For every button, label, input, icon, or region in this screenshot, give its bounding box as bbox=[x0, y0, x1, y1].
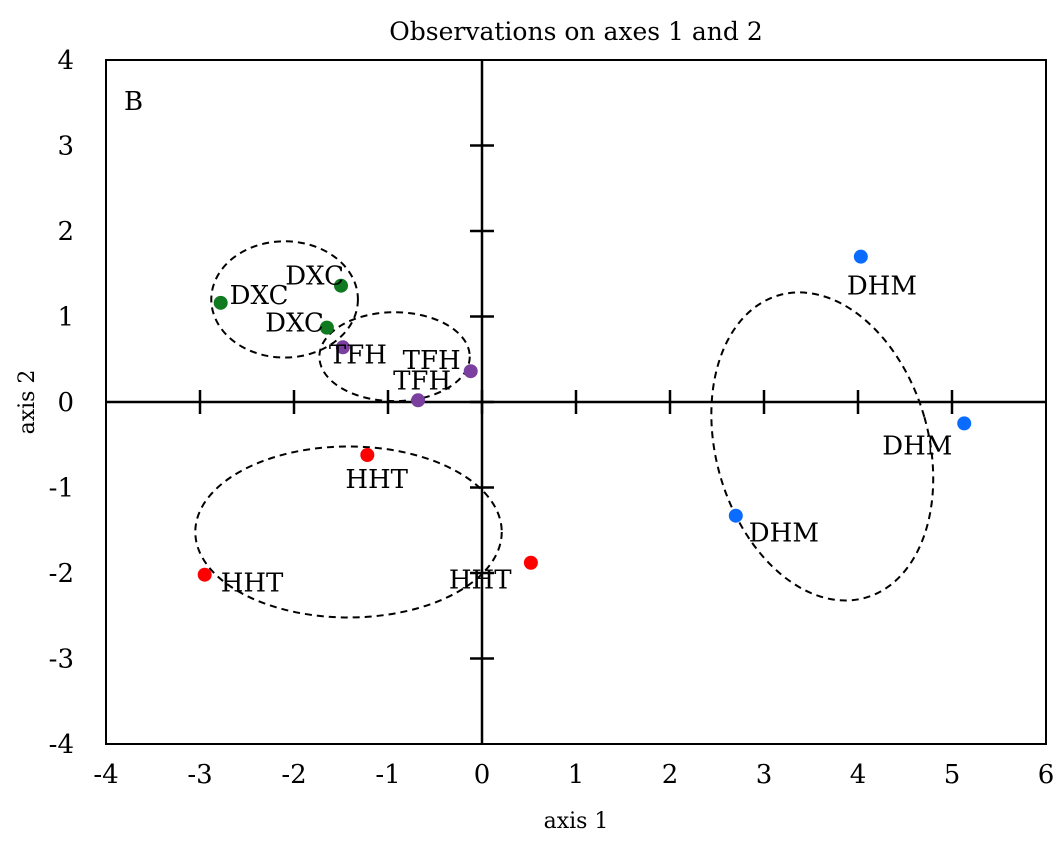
point-label: DXC bbox=[265, 309, 324, 339]
point-hht bbox=[360, 448, 375, 463]
x-tick-label: 5 bbox=[944, 760, 961, 790]
point-label: DHM bbox=[749, 519, 819, 549]
point-dhm bbox=[728, 508, 743, 523]
x-tick-label: 6 bbox=[1038, 760, 1055, 790]
point-label: TFH bbox=[403, 346, 461, 376]
point-label: HHT bbox=[345, 465, 408, 495]
x-axis-label: axis 1 bbox=[544, 809, 609, 834]
point-tfh bbox=[463, 364, 478, 379]
x-tick-label: 1 bbox=[568, 760, 585, 790]
group-ellipses bbox=[194, 240, 935, 619]
point-label: DHM bbox=[882, 431, 952, 461]
point-hht bbox=[523, 555, 538, 570]
y-tick-label: 4 bbox=[57, 46, 74, 76]
point-label: HHT bbox=[221, 569, 284, 599]
y-tick-label: 2 bbox=[57, 217, 74, 247]
group-ellipse-tfh bbox=[318, 311, 471, 403]
group-ellipse-dxc bbox=[210, 240, 359, 359]
panel-label: B bbox=[124, 87, 143, 117]
y-tick-label: -3 bbox=[49, 645, 74, 675]
point-dxc bbox=[334, 278, 348, 293]
point-dxc bbox=[319, 320, 334, 335]
x-tick-label: 4 bbox=[850, 760, 867, 790]
point-dhm bbox=[957, 416, 972, 431]
y-tick-label: 3 bbox=[57, 132, 74, 162]
point-label: TFH bbox=[329, 340, 387, 370]
point-dhm bbox=[853, 249, 868, 264]
point-hht bbox=[197, 567, 212, 582]
group-ellipse-dhm bbox=[710, 291, 935, 602]
y-tick-label: -1 bbox=[49, 474, 74, 504]
x-tick-label: 3 bbox=[756, 760, 773, 790]
y-axis-label: axis 2 bbox=[15, 370, 40, 435]
point-tfh bbox=[411, 393, 426, 408]
y-tick-label: 0 bbox=[57, 388, 74, 418]
point-dxc bbox=[213, 295, 228, 310]
x-tick-label: -4 bbox=[93, 760, 118, 790]
x-ticks: -4 -3 -2 -1 0 1 2 3 4 5 6 bbox=[93, 390, 1054, 790]
chart-title: Observations on axes 1 and 2 bbox=[389, 17, 762, 46]
x-tick-label: 2 bbox=[662, 760, 679, 790]
y-tick-label: -4 bbox=[49, 730, 74, 760]
point-tfh bbox=[335, 340, 350, 355]
y-ticks: 4 3 2 1 0 -1 -2 -3 -4 bbox=[49, 46, 494, 760]
point-label: TFH bbox=[393, 366, 451, 396]
data-points bbox=[197, 249, 972, 582]
point-label: DXC bbox=[230, 281, 289, 311]
x-tick-label: -3 bbox=[187, 760, 212, 790]
x-tick-label: 0 bbox=[474, 760, 491, 790]
y-tick-label: 1 bbox=[57, 303, 74, 333]
point-label: DXC bbox=[285, 262, 344, 292]
point-label: DHM bbox=[847, 272, 917, 302]
x-tick-label: -1 bbox=[375, 760, 400, 790]
group-ellipse-hht bbox=[194, 445, 503, 619]
point-label: HHT bbox=[449, 566, 512, 596]
x-tick-label: -2 bbox=[281, 760, 306, 790]
y-tick-label: -2 bbox=[49, 559, 74, 589]
